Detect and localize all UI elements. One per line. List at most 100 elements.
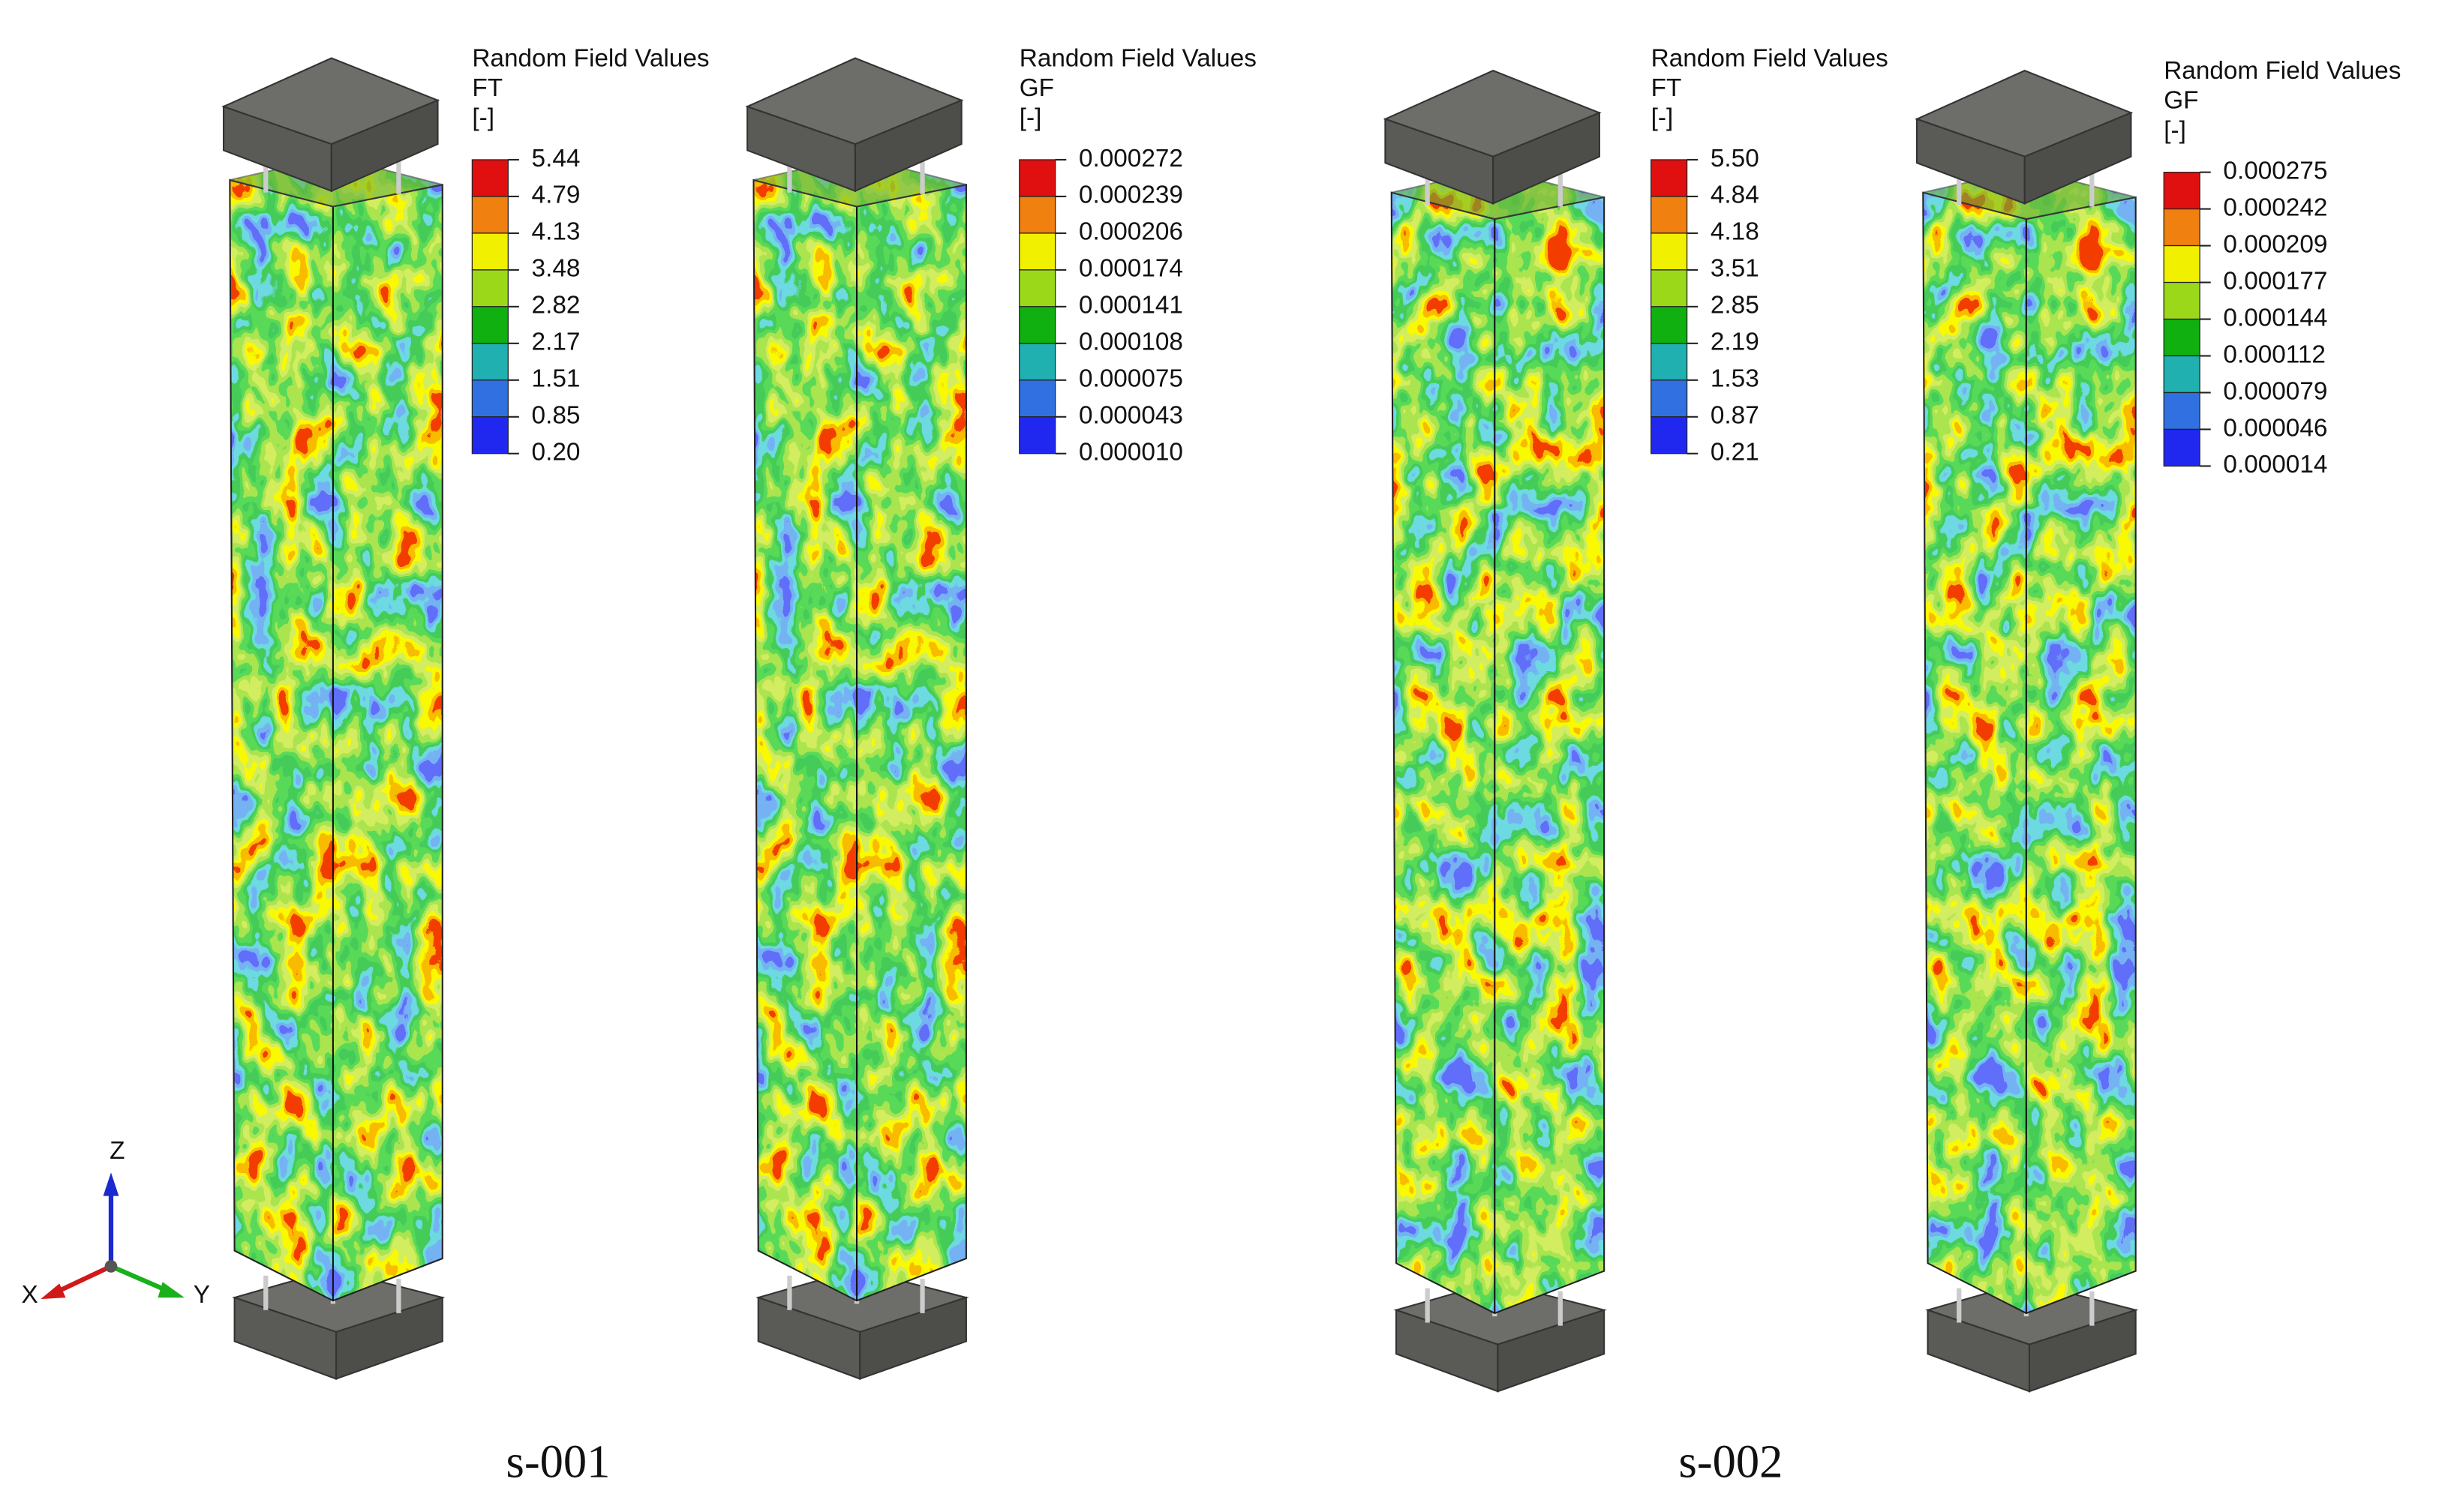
legend-value: 0.000174 [1079,255,1183,283]
field-texture [1923,169,2136,1313]
legend-value: 2.82 [532,292,581,320]
colorbar-band [1019,380,1056,418]
colorbar-band [471,196,509,234]
legend-value: 0.000275 [2223,157,2327,184]
colorbar-band [2163,172,2200,210]
legend-value: 2.17 [532,328,581,356]
arrow-z [103,1172,119,1196]
plate-side [859,1296,967,1380]
colorbar-band [471,232,509,271]
colorbar-band [1019,416,1056,454]
legend-title: Random Field Values [1651,44,1888,72]
legend-value: 2.85 [1711,292,1759,320]
colorbar-band [1019,306,1056,344]
colorbar-band [1651,159,1688,197]
colorbar-band [1651,343,1688,381]
legend-value: 0.000272 [1079,145,1183,172]
legend-value: 0.000209 [2223,230,2327,258]
colorbar-band [1651,416,1688,454]
legend-value: 0.000206 [1079,218,1183,246]
legend-title: Random Field Values [2164,57,2401,85]
field-texture [1391,169,1605,1313]
colorbar-band [471,269,509,308]
legend-value: 0.000144 [2223,304,2327,332]
colorbar-band [471,159,509,197]
colorbar-band [2163,281,2200,320]
colorbar-band [2163,208,2200,247]
legend-title: Random Field Values [1020,44,1257,72]
colorbar-band [1019,269,1056,308]
colorbar-band [1651,306,1688,344]
axis-label-y: Y [194,1281,210,1309]
legend-unit: [-] [2164,116,2186,144]
colorbar-band [1019,196,1056,234]
legend-value: 0.87 [1711,402,1759,430]
legend-variable: GF [2164,87,2198,115]
specimen [1383,70,1607,1393]
plate-side [2023,111,2132,205]
legend-variable: FT [472,74,503,102]
colorbar-band [1019,343,1056,381]
axis-label-z: Z [110,1137,125,1165]
legend-value: 0.20 [532,439,581,466]
specimen [221,57,446,1380]
plate-side [335,1296,443,1380]
colorbar-band [471,416,509,454]
axis-label-x: X [21,1281,38,1309]
caption: s-001 [506,1436,611,1488]
legend-value: 0.000177 [2223,267,2327,295]
colorbar-band [1651,269,1688,308]
legend-value: 4.13 [532,218,581,246]
caption: s-002 [1679,1436,1783,1488]
axis-y [110,1264,170,1294]
legend-variable: GF [1020,74,1054,102]
legend-value: 4.79 [532,182,581,209]
legend-value: 0.000075 [1079,365,1183,393]
colorbar-band [471,343,509,381]
legend-value: 3.51 [1711,255,1759,283]
plate-side [2028,1309,2137,1393]
legend-value: 1.51 [532,365,581,393]
legend-value: 0.000112 [2223,340,2326,368]
origin [104,1260,118,1273]
legend-value: 0.000014 [2223,451,2327,478]
axis-triad: Z X Y [21,1137,209,1309]
legend-unit: [-] [1020,104,1042,132]
legend-value: 1.53 [1711,365,1759,393]
plate-side [330,99,439,193]
specimen [1915,70,2139,1393]
colorbar-band [2163,428,2200,467]
field-texture [230,156,443,1301]
field-texture [753,156,966,1301]
legend-value: 0.000239 [1079,182,1183,209]
colorbar-band [1651,232,1688,271]
arrow-y [158,1282,185,1298]
legend-variable: FT [1651,74,1682,102]
legend-unit: [-] [1651,104,1674,132]
plate-side [1497,1309,1605,1393]
legend-title: Random Field Values [472,44,709,72]
colorbar-band [2163,244,2200,284]
colorbar-band [1019,159,1056,197]
colorbar-band [471,306,509,344]
legend-value: 0.000141 [1079,292,1183,320]
legend-value: 2.19 [1711,328,1759,356]
legend-value: 4.84 [1711,182,1759,209]
colorbar-band [2163,392,2200,430]
colorbar-band [1019,232,1056,271]
legend-value: 4.18 [1711,218,1759,246]
colorbar-band [2163,318,2200,357]
specimen [745,57,969,1380]
arrow-x [41,1283,66,1300]
legend-value: 0.85 [532,402,581,430]
legend-unit: [-] [472,104,494,132]
legend-value: 0.000242 [2223,194,2327,221]
colorbar-band [2163,355,2200,394]
legend-value: 3.48 [532,255,581,283]
colorbar-band [1651,380,1688,418]
